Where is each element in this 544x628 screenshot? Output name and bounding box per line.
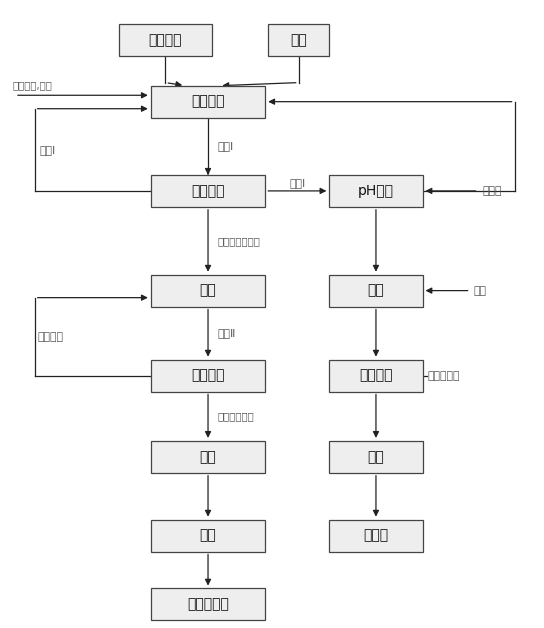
Bar bbox=[151, 360, 265, 391]
Text: 浓盐酸: 浓盐酸 bbox=[483, 186, 502, 196]
Bar bbox=[151, 274, 265, 306]
Text: 卤片: 卤片 bbox=[474, 286, 487, 296]
Bar bbox=[119, 24, 212, 56]
Text: 氯化铵: 氯化铵 bbox=[363, 529, 388, 543]
Text: 浆液Ⅱ: 浆液Ⅱ bbox=[218, 328, 236, 338]
Bar bbox=[329, 441, 423, 473]
Bar bbox=[151, 519, 265, 551]
Text: 碳酸镁水合物: 碳酸镁水合物 bbox=[218, 411, 255, 421]
Text: 碳酸镁铵水合物: 碳酸镁铵水合物 bbox=[218, 236, 261, 246]
Text: 卤片浓缩液: 卤片浓缩液 bbox=[428, 371, 460, 381]
Bar bbox=[151, 441, 265, 473]
Text: 轻质碳酸镁: 轻质碳酸镁 bbox=[187, 597, 229, 612]
Bar bbox=[329, 519, 423, 551]
Text: 固液分离: 固液分离 bbox=[191, 369, 225, 382]
Text: 固液分离: 固液分离 bbox=[191, 184, 225, 198]
Text: 干燥: 干燥 bbox=[200, 529, 217, 543]
Text: 固液分离: 固液分离 bbox=[359, 369, 393, 382]
Text: 精制: 精制 bbox=[200, 284, 217, 298]
Bar bbox=[329, 175, 423, 207]
Text: 干燥: 干燥 bbox=[368, 450, 384, 464]
Text: 二氧化碳,氨气: 二氧化碳,氨气 bbox=[13, 80, 52, 90]
Bar bbox=[329, 274, 423, 306]
Text: 液氨: 液氨 bbox=[290, 33, 307, 47]
Text: 母液Ⅰ: 母液Ⅰ bbox=[39, 145, 55, 155]
Text: 吸收溶液: 吸收溶液 bbox=[191, 95, 225, 109]
Text: 结晶: 结晶 bbox=[368, 284, 384, 298]
Bar bbox=[151, 85, 265, 117]
Bar bbox=[329, 360, 423, 391]
Text: 母液Ⅰ: 母液Ⅰ bbox=[289, 178, 305, 188]
Text: 精制溶液: 精制溶液 bbox=[38, 332, 64, 342]
Text: 洗涤: 洗涤 bbox=[200, 450, 217, 464]
Text: 工业烟气: 工业烟气 bbox=[149, 33, 182, 47]
Bar bbox=[151, 588, 265, 620]
Text: pH调节: pH调节 bbox=[358, 184, 394, 198]
Bar bbox=[151, 175, 265, 207]
Bar bbox=[268, 24, 329, 56]
Text: 浆液Ⅰ: 浆液Ⅰ bbox=[218, 141, 234, 151]
